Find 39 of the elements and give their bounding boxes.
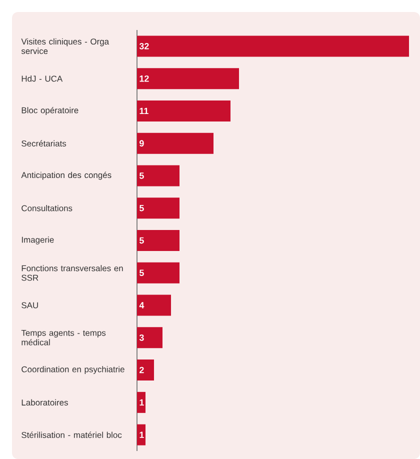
- bar: [137, 100, 230, 122]
- data-label: 11: [140, 108, 148, 114]
- bar: [137, 392, 146, 413]
- data-label: 2: [140, 366, 144, 374]
- y-tick-label: Secrétariats: [22, 140, 66, 146]
- y-tick-label: Bloc opératoire: [22, 106, 78, 115]
- data-label: 32: [139, 43, 149, 50]
- y-tick-label: Coordination en psychiatrie: [22, 366, 124, 374]
- data-label: 1: [140, 399, 144, 406]
- bar: [137, 198, 180, 219]
- bar: [137, 132, 214, 154]
- y-tick-label: Anticipation des congés: [21, 172, 112, 180]
- bar: [137, 294, 171, 316]
- data-label: 1: [140, 432, 144, 438]
- data-label: 3: [139, 334, 144, 341]
- bar: [137, 165, 180, 186]
- data-label: 5: [139, 237, 144, 244]
- data-label: 12: [140, 75, 149, 82]
- bar: [137, 360, 154, 381]
- bar: [137, 262, 180, 284]
- y-tick-label: Stérilisation - matériel bloc: [22, 432, 122, 438]
- y-tick-label: Imagerie: [22, 236, 54, 244]
- bar: [137, 424, 146, 446]
- bar: [137, 36, 410, 57]
- y-tick-label: SAU: [22, 302, 38, 308]
- data-label: 5: [139, 204, 144, 212]
- data-label: 5: [139, 172, 144, 179]
- data-label: 9: [140, 140, 144, 147]
- y-tick-label: Fonctions transversales en SSR: [22, 265, 123, 281]
- bar: [137, 230, 180, 251]
- data-label: 4: [139, 302, 144, 308]
- y-tick-label: HdJ - UCA: [22, 75, 63, 82]
- y-tick-label: Laboratoires: [22, 399, 68, 406]
- y-tick-label: Visites cliniques - Orga service: [21, 38, 110, 54]
- y-tick-label: Temps agents - temps médical: [21, 330, 106, 346]
- bar: [137, 68, 239, 90]
- y-tick-label: Consultations: [22, 205, 72, 212]
- data-label: 5: [139, 270, 144, 276]
- bar: [137, 327, 162, 348]
